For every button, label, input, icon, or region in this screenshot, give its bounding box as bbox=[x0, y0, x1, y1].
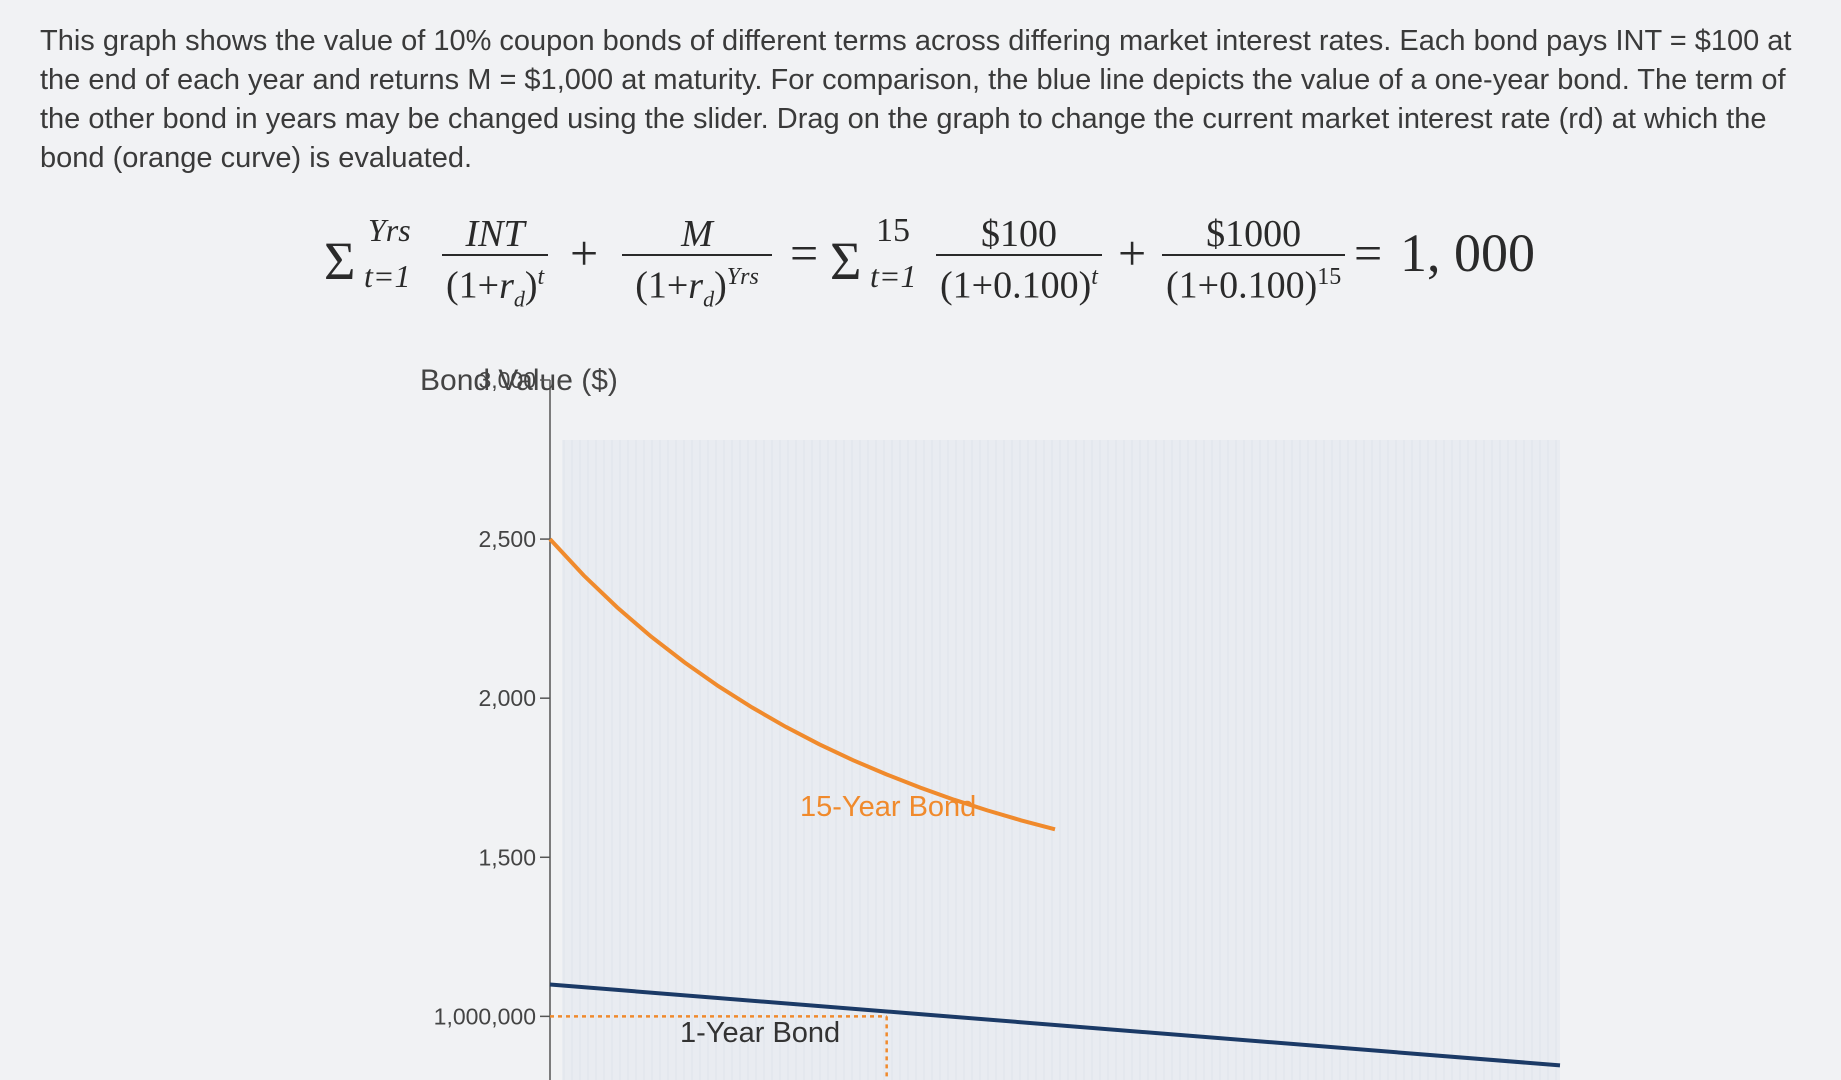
y-axis-label: Bond Value ($) bbox=[420, 364, 618, 397]
summation-symbol: Σ bbox=[324, 231, 356, 291]
general-sum-lower: t=1 bbox=[364, 258, 411, 294]
bond-value-chart[interactable]: Bond Value ($)3,000 2,500 2,000 1,500 1,000,… bbox=[0, 360, 1841, 1080]
fifteen-year-bond-label: 15-Year Bond bbox=[800, 791, 976, 823]
m-denominator: (1+rd)Yrs bbox=[622, 254, 772, 320]
y-tick-label: 2,000 bbox=[478, 685, 536, 711]
equals-sign-2: = bbox=[1354, 225, 1383, 281]
one-year-bond-label: 1-Year Bond bbox=[680, 1017, 840, 1049]
int-fraction: INT (1+rd)t bbox=[442, 213, 549, 320]
y-tick-label: 1,500 bbox=[478, 844, 536, 870]
face-denominator: (1+0.100)15 bbox=[1162, 254, 1346, 307]
face-numerator: $1000 bbox=[1206, 213, 1302, 255]
int-denominator: (1+rd)t bbox=[442, 254, 549, 320]
y-tick-label: 1,000,000 bbox=[434, 1003, 536, 1029]
y-tick-label: 3,000 bbox=[478, 367, 536, 393]
plus-sign-2: + bbox=[1118, 225, 1147, 281]
coupon-numerator: $100 bbox=[980, 213, 1057, 255]
coupon-denominator: (1+0.100)t bbox=[936, 254, 1102, 307]
m-numerator: M bbox=[681, 213, 713, 255]
plus-sign: + bbox=[570, 225, 599, 281]
sum-lower: t=1 bbox=[870, 258, 917, 294]
description-text: This graph shows the value of 10% coupon… bbox=[40, 25, 1792, 174]
one-year-bond-line[interactable] bbox=[549, 982, 1561, 1068]
int-numerator: INT bbox=[465, 213, 525, 255]
equals-sign: = bbox=[790, 225, 819, 281]
fifteen-year-bond-curve[interactable] bbox=[548, 537, 1056, 832]
sum-upper: 15 bbox=[876, 212, 910, 249]
face-fraction: $1000 (1+0.100)15 bbox=[1162, 213, 1346, 307]
m-fraction: M (1+rd)Yrs bbox=[622, 214, 772, 320]
general-sum-upper: Yrs bbox=[368, 212, 411, 248]
y-tick-label: 2,500 bbox=[478, 526, 536, 552]
coupon-fraction: $100 (1+0.100)t bbox=[936, 214, 1102, 307]
summation-symbol-2: Σ bbox=[830, 231, 862, 291]
bond-value-formula: Σ Yrs t=1 INT (1+rd)t + M (1+rd)Yrs = Σ … bbox=[324, 212, 1630, 322]
plot-shade bbox=[562, 440, 1560, 1080]
formula-result: 1, 000 bbox=[1400, 223, 1535, 283]
